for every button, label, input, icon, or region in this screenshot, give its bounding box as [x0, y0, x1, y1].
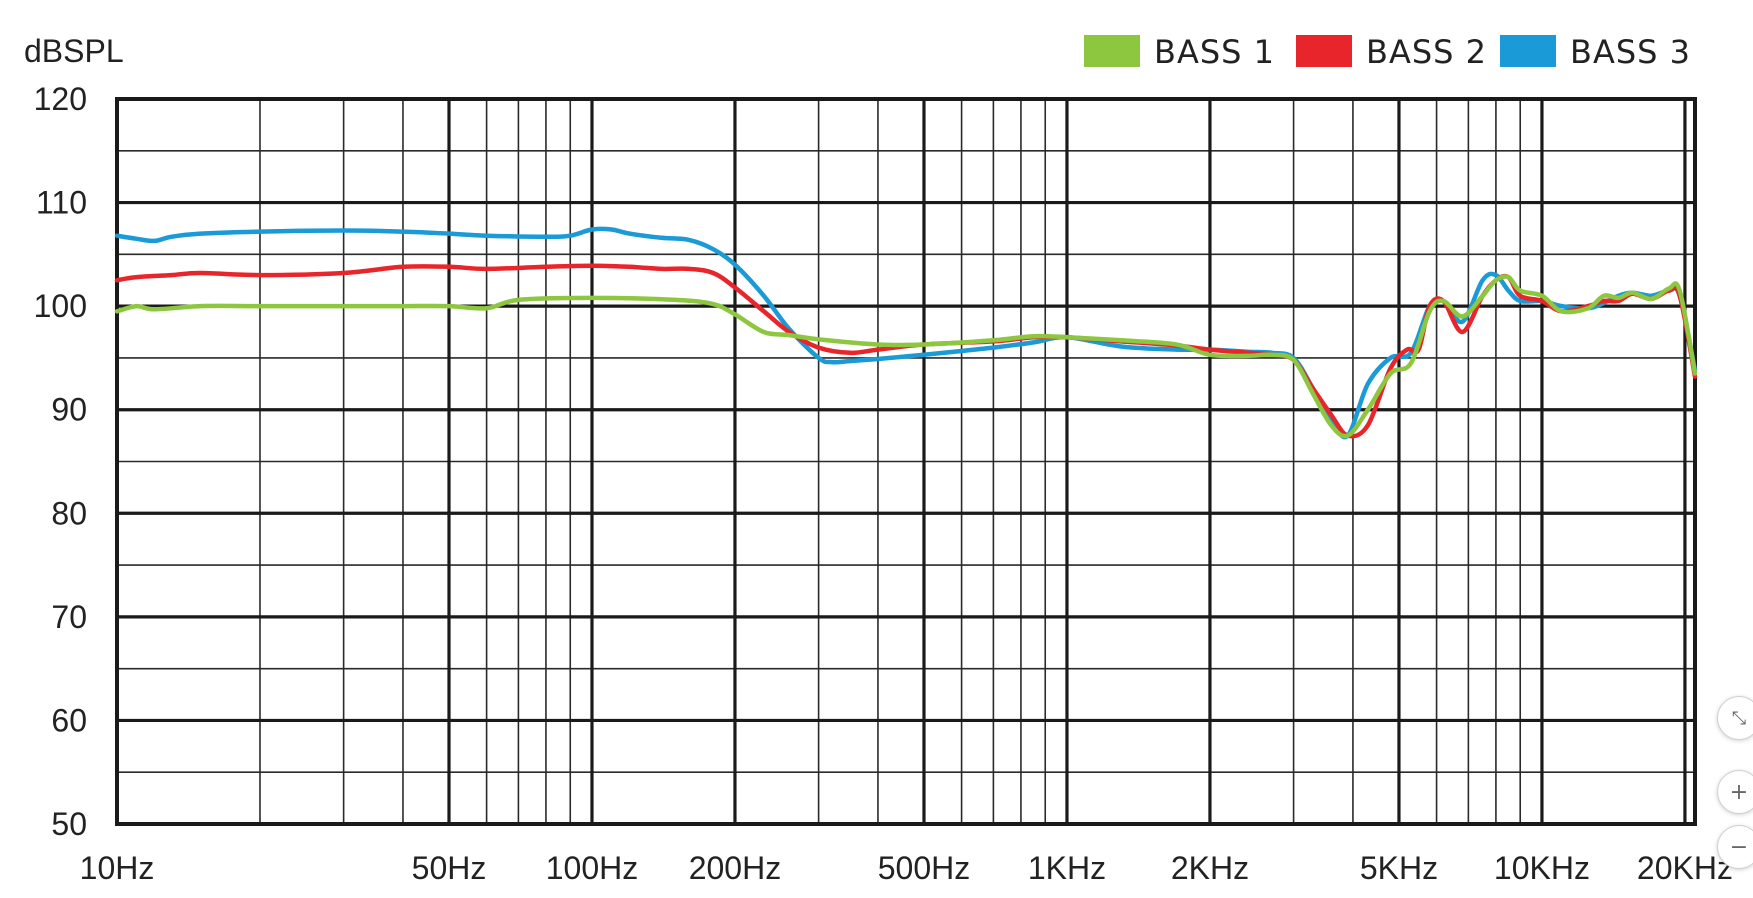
x-tick-label: 200Hz — [689, 850, 782, 886]
y-tick-label: 80 — [51, 495, 87, 531]
legend-swatch-bass-2 — [1296, 35, 1352, 67]
y-tick-label: 120 — [34, 81, 87, 117]
legend-label-bass-3: BASS 3 — [1570, 33, 1691, 71]
grid-major — [115, 97, 1697, 826]
x-tick-label: 100Hz — [546, 850, 639, 886]
x-tick-label: 50Hz — [412, 850, 487, 886]
legend-swatch-bass-3 — [1500, 35, 1556, 67]
series-layer — [114, 226, 1698, 440]
legend-swatch-bass-1 — [1084, 35, 1140, 67]
y-tick-label: 90 — [51, 392, 87, 428]
x-tick-labels: 10Hz 50Hz 100Hz 200Hz 500Hz 1KHz 2KHz 5KHz 10KHz… — [80, 850, 1733, 886]
grid-minor — [116, 99, 1695, 824]
y-tick-label: 60 — [51, 702, 87, 738]
series-line-bass-2 — [114, 263, 1698, 439]
series-line-bass-1 — [114, 274, 1698, 439]
y-tick-label: 100 — [34, 288, 87, 324]
y-axis-label: dBSPL — [24, 33, 124, 69]
x-tick-label: 2KHz — [1171, 850, 1249, 886]
y-tick-label: 110 — [36, 185, 87, 221]
y-tick-label: 50 — [51, 806, 87, 842]
series-line-bass-3 — [114, 226, 1698, 440]
legend-label-bass-1: BASS 1 — [1154, 33, 1275, 71]
x-tick-label: 10KHz — [1494, 850, 1590, 886]
legend: BASS 1 BASS 2 BASS 3 — [1084, 33, 1691, 71]
x-tick-label: 5KHz — [1360, 850, 1438, 886]
legend-label-bass-2: BASS 2 — [1366, 33, 1487, 71]
zoom-in-button[interactable]: + — [1717, 770, 1753, 814]
x-tick-label: 10Hz — [80, 850, 155, 886]
plot-frame — [115, 97, 1697, 826]
fit-view-button[interactable]: ⤡ — [1717, 696, 1753, 740]
y-tick-label: 70 — [51, 599, 87, 635]
y-tick-labels: 50 60 70 80 90 100 110 120 — [34, 81, 87, 842]
x-tick-label: 20KHz — [1637, 850, 1733, 886]
zoom-out-button[interactable]: − — [1717, 825, 1753, 869]
x-tick-label: 500Hz — [878, 850, 971, 886]
x-tick-label: 1KHz — [1028, 850, 1106, 886]
